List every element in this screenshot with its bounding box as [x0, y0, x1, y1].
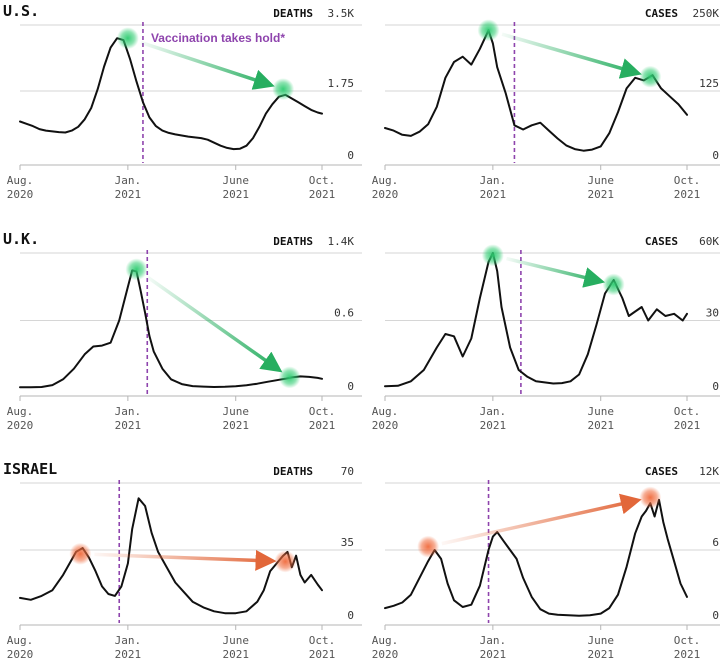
y-tick-label-mid: 0.6 [334, 307, 354, 320]
series-line-us-deaths [19, 37, 323, 151]
y-tick-label-zero: 0 [347, 149, 354, 162]
y-tick-label-max: 70 [341, 465, 354, 478]
peak-marker-end [274, 550, 297, 573]
x-tick-label-year: 2021 [480, 648, 507, 661]
trend-arrow [140, 40, 275, 90]
peak-marker-end [639, 486, 662, 509]
x-tick-label-month: Aug. [7, 405, 34, 418]
trend-arrow [94, 549, 277, 571]
series-line-israel-cases [384, 498, 688, 617]
x-tick-label-year: 2021 [480, 419, 507, 432]
metric-label: DEATHS [273, 235, 313, 248]
x-tick-label-year: 2021 [587, 648, 614, 661]
x-tick-label-year: 2021 [309, 188, 336, 201]
x-tick-label-month: Aug. [372, 634, 399, 647]
y-tick-label-max: 12K [699, 465, 719, 478]
metric-label: CASES [645, 235, 678, 248]
x-tick-label-year: 2021 [222, 419, 249, 432]
x-tick-label-month: Jan. [115, 634, 142, 647]
metric-label: CASES [645, 7, 678, 20]
x-tick-label-year: 2020 [372, 648, 399, 661]
x-tick-label-month: Oct. [674, 405, 701, 418]
x-tick-label-year: 2021 [309, 648, 336, 661]
x-tick-label-year: 2020 [7, 648, 34, 661]
trend-arrow [146, 276, 283, 373]
x-tick-label-month: Aug. [372, 174, 399, 187]
x-tick-label-month: June [587, 405, 614, 418]
metric-label: DEATHS [273, 7, 313, 20]
x-tick-label-month: Oct. [674, 174, 701, 187]
y-tick-label-mid: 6 [712, 536, 719, 549]
x-tick-label-year: 2021 [222, 188, 249, 201]
x-tick-label-year: 2021 [587, 419, 614, 432]
y-tick-label-zero: 0 [347, 609, 354, 622]
peak-marker-start [417, 535, 440, 558]
x-tick-label-month: June [222, 174, 249, 187]
y-tick-label-mid: 35 [341, 536, 354, 549]
vaccination-annotation: Vaccination takes hold* [151, 31, 285, 45]
x-tick-label-year: 2020 [372, 188, 399, 201]
x-tick-label-month: Oct. [674, 634, 701, 647]
trend-arrow [501, 32, 642, 79]
x-tick-label-month: Jan. [480, 405, 507, 418]
x-tick-label-month: Aug. [7, 634, 34, 647]
x-tick-label-year: 2021 [674, 188, 701, 201]
series-line-uk-cases [384, 252, 688, 388]
x-tick-label-month: June [587, 634, 614, 647]
peak-marker-start [477, 19, 500, 42]
peak-marker-end [639, 65, 662, 88]
x-tick-label-year: 2020 [7, 188, 34, 201]
x-tick-label-month: Jan. [480, 634, 507, 647]
x-tick-label-year: 2021 [587, 188, 614, 201]
x-tick-label-year: 2021 [115, 648, 142, 661]
country-label: U.S. [3, 2, 39, 20]
metric-label: CASES [645, 465, 678, 478]
x-tick-label-month: June [222, 405, 249, 418]
x-tick-label-year: 2021 [115, 188, 142, 201]
x-tick-label-month: June [222, 634, 249, 647]
x-tick-label-year: 2021 [480, 188, 507, 201]
trend-arrow [506, 256, 606, 288]
x-tick-label-month: Aug. [7, 174, 34, 187]
country-label: U.K. [3, 230, 39, 248]
x-tick-label-month: Oct. [309, 405, 336, 418]
peak-marker-end [602, 273, 625, 296]
y-tick-label-zero: 0 [347, 380, 354, 393]
y-tick-label-mid: 1.75 [328, 77, 355, 90]
y-tick-label-max: 60K [699, 235, 719, 248]
x-tick-label-year: 2021 [674, 648, 701, 661]
y-tick-label-zero: 0 [712, 609, 719, 622]
x-tick-label-month: Jan. [480, 174, 507, 187]
x-tick-label-month: Aug. [372, 405, 399, 418]
y-tick-label-max: 1.4K [328, 235, 355, 248]
peak-marker-start [116, 27, 139, 50]
metric-label: DEATHS [273, 465, 313, 478]
peak-marker-start [69, 542, 92, 565]
x-tick-label-month: Jan. [115, 174, 142, 187]
x-tick-label-month: Oct. [309, 634, 336, 647]
x-tick-label-month: June [587, 174, 614, 187]
peak-marker-end [278, 366, 301, 389]
trend-arrow [441, 493, 642, 546]
peak-marker-start [481, 244, 504, 267]
y-tick-label-zero: 0 [712, 380, 719, 393]
country-label: ISRAEL [3, 460, 57, 478]
peak-marker-end [272, 78, 295, 101]
x-tick-label-year: 2020 [372, 419, 399, 432]
x-tick-label-month: Oct. [309, 174, 336, 187]
x-tick-label-year: 2021 [222, 648, 249, 661]
x-tick-label-year: 2021 [674, 419, 701, 432]
y-tick-label-max: 3.5K [328, 7, 355, 20]
x-tick-label-year: 2021 [115, 419, 142, 432]
x-tick-label-year: 2021 [309, 419, 336, 432]
x-tick-label-month: Jan. [115, 405, 142, 418]
y-tick-label-mid: 30 [706, 307, 719, 320]
y-tick-label-max: 250K [693, 7, 720, 20]
y-tick-label-zero: 0 [712, 149, 719, 162]
x-tick-label-year: 2020 [7, 419, 34, 432]
peak-marker-start [125, 258, 148, 281]
y-tick-label-mid: 125 [699, 77, 719, 90]
